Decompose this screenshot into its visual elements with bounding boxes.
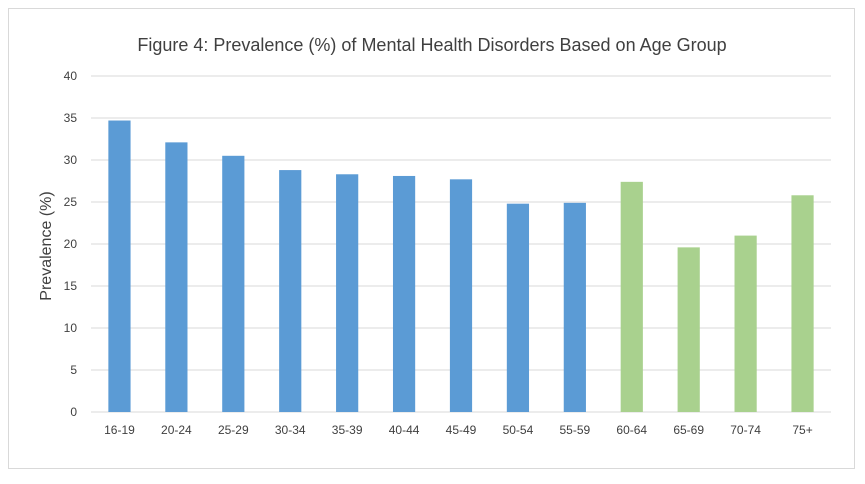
x-tick-label: 16-19	[104, 423, 135, 437]
y-tick-label: 40	[64, 69, 78, 83]
bar-30-34	[279, 170, 302, 412]
x-tick-label: 50-54	[503, 423, 534, 437]
bar-60-64	[620, 181, 643, 412]
x-tick-label: 20-24	[161, 423, 192, 437]
y-tick-label: 25	[64, 195, 78, 209]
x-tick-label: 40-44	[389, 423, 420, 437]
y-axis-ticks: 0 5 10 15 20 25 30 35 40	[64, 69, 78, 419]
x-tick-label: 45-49	[446, 423, 477, 437]
bar-45-49	[449, 179, 473, 412]
x-tick-label: 30-34	[275, 423, 306, 437]
bar-70-74	[734, 235, 757, 412]
bar-chart: Figure 4: Prevalence (%) of Mental Healt…	[38, 35, 831, 437]
bar-65-69	[677, 247, 700, 412]
x-tick-label: 65-69	[673, 423, 704, 437]
x-tick-label: 60-64	[616, 423, 647, 437]
bar-55-59	[563, 202, 586, 412]
x-tick-label: 25-29	[218, 423, 249, 437]
bar-16-19	[108, 120, 131, 413]
bars	[108, 120, 814, 413]
x-tick-label: 75+	[792, 423, 812, 437]
y-tick-label: 35	[64, 111, 78, 125]
x-axis-ticks: 16-19 20-24 25-29 30-34 35-39 40-44 45-49 50-54…	[104, 423, 813, 437]
y-tick-label: 30	[64, 153, 78, 167]
y-tick-label: 15	[64, 279, 78, 293]
bar-20-24	[165, 142, 188, 413]
y-tick-label: 0	[70, 405, 77, 419]
y-tick-label: 10	[64, 321, 78, 335]
y-tick-label: 20	[64, 237, 78, 251]
bar-40-44	[392, 175, 416, 412]
x-tick-label: 70-74	[730, 423, 761, 437]
chart-title: Figure 4: Prevalence (%) of Mental Healt…	[137, 35, 726, 55]
x-tick-label: 55-59	[559, 423, 590, 437]
x-tick-label: 35-39	[332, 423, 363, 437]
bar-50-54	[506, 203, 530, 412]
bar-25-29	[222, 155, 245, 413]
y-tick-label: 5	[70, 363, 77, 377]
bar-35-39	[336, 174, 359, 412]
y-axis-label: Prevalence (%)	[38, 191, 55, 300]
bar-75+	[791, 195, 814, 412]
chart-container: Figure 4: Prevalence (%) of Mental Healt…	[8, 8, 855, 469]
